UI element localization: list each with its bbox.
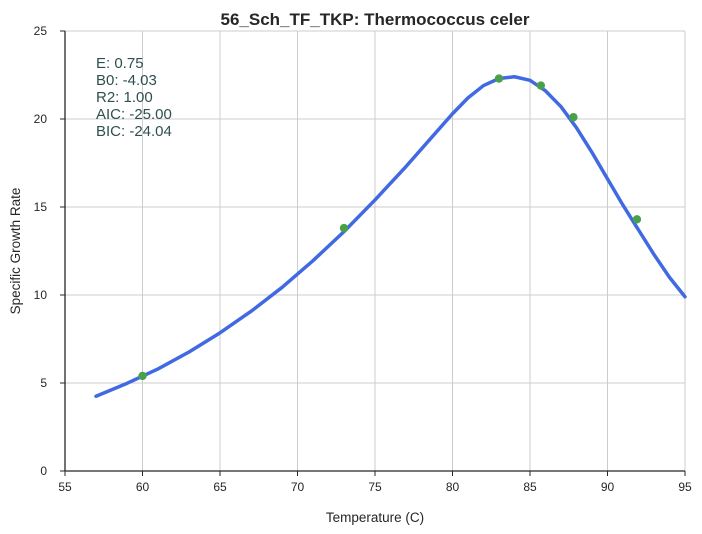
x-tick-label: 75 bbox=[368, 480, 382, 494]
y-tick-label: 10 bbox=[34, 288, 48, 302]
y-axis-label: Specific Growth Rate bbox=[8, 188, 23, 315]
fitted-curve bbox=[94, 75, 687, 398]
fit-statistics: E: 0.75 B0: -4.03 R2: 1.00 AIC: -25.00 B… bbox=[96, 55, 172, 140]
x-tick-label: 90 bbox=[601, 480, 615, 494]
data-points bbox=[138, 74, 642, 381]
data-point bbox=[632, 215, 642, 224]
x-tick-label: 95 bbox=[678, 480, 692, 494]
x-tick-label: 85 bbox=[523, 480, 537, 494]
x-tick-label: 60 bbox=[136, 480, 150, 494]
stat-r2: R2: 1.00 bbox=[96, 89, 153, 106]
chart-title: 56_Sch_TF_TKP: Thermococcus celer bbox=[221, 10, 530, 29]
x-tick-label: 65 bbox=[213, 480, 227, 494]
stat-bic: BIC: -24.04 bbox=[96, 123, 172, 140]
x-tick-labels: 55 60 65 70 75 80 85 90 95 bbox=[58, 480, 692, 494]
x-tick-label: 70 bbox=[291, 480, 305, 494]
data-point bbox=[138, 371, 147, 381]
grid-lines bbox=[64, 30, 686, 472]
axes bbox=[60, 30, 686, 476]
x-axis-label: Temperature (C) bbox=[326, 510, 424, 525]
y-tick-label: 25 bbox=[34, 24, 48, 38]
data-point bbox=[536, 81, 546, 90]
data-point bbox=[494, 74, 504, 83]
data-point bbox=[339, 223, 349, 233]
stat-e: E: 0.75 bbox=[96, 55, 144, 72]
y-tick-label: 5 bbox=[40, 376, 47, 390]
stat-b0: B0: -4.03 bbox=[96, 72, 157, 89]
x-tick-label: 55 bbox=[58, 480, 72, 494]
data-point bbox=[569, 113, 578, 122]
y-tick-label: 0 bbox=[40, 464, 47, 478]
y-tick-label: 15 bbox=[34, 200, 48, 214]
x-tick-label: 80 bbox=[446, 480, 460, 494]
y-tick-labels: 0 5 10 15 20 25 bbox=[34, 24, 48, 478]
stat-aic: AIC: -25.00 bbox=[96, 106, 172, 123]
y-tick-label: 20 bbox=[34, 112, 48, 126]
